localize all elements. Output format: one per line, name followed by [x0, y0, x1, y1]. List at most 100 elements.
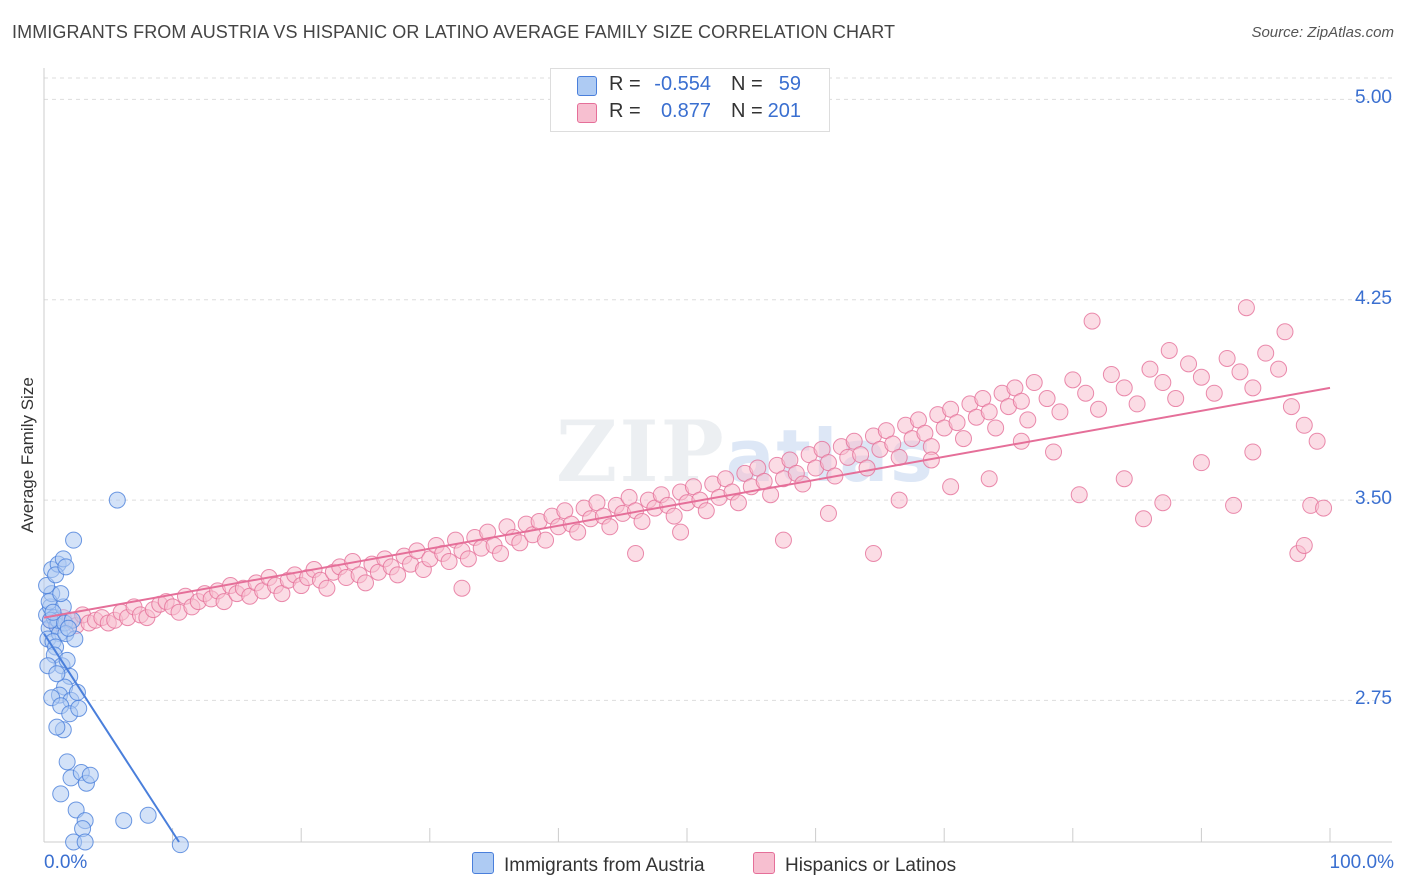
legend-swatch-blue: [577, 76, 597, 96]
data-point: [1257, 344, 1275, 362]
data-point: [890, 491, 908, 509]
data-point: [1180, 355, 1198, 373]
data-point: [633, 512, 651, 530]
data-point: [115, 812, 133, 830]
data-point: [1192, 368, 1210, 386]
legend-swatch-pink: [577, 103, 597, 123]
data-point: [1070, 486, 1088, 504]
data-point: [76, 833, 94, 851]
data-point: [1019, 411, 1037, 429]
data-point: [453, 579, 471, 597]
data-point: [1315, 499, 1333, 517]
data-point: [108, 491, 126, 509]
data-point: [1154, 374, 1172, 392]
legend-item-austria[interactable]: Immigrants from Austria: [472, 852, 705, 877]
data-point: [1045, 443, 1063, 461]
data-point: [1115, 379, 1133, 397]
data-point: [1282, 398, 1300, 416]
data-point: [1135, 510, 1153, 528]
data-point: [1064, 371, 1082, 389]
data-point: [58, 753, 76, 771]
data-point: [511, 534, 529, 552]
legend-swatch-pink: [753, 852, 775, 874]
data-point: [774, 531, 792, 549]
legend-n-value: 201: [767, 100, 801, 122]
data-point: [762, 486, 780, 504]
grid: [44, 77, 1392, 701]
data-point: [697, 502, 715, 520]
data-point: [59, 619, 77, 637]
data-point: [459, 550, 477, 568]
data-point: [1295, 536, 1313, 554]
data-point: [1225, 496, 1243, 514]
data-point: [1160, 341, 1178, 359]
data-point: [215, 593, 233, 611]
series-legend: Immigrants from Austria Hispanics or Lat…: [0, 852, 1406, 878]
series-austria-points: [38, 491, 189, 854]
legend-label-hispanics: Hispanics or Latinos: [785, 855, 957, 876]
correlation-legend: R = -0.554 N = 59 R = 0.877 N = 201: [550, 68, 830, 132]
data-point: [1115, 470, 1133, 488]
y-tick-label: 2.75: [1355, 688, 1392, 710]
legend-item-hispanics[interactable]: Hispanics or Latinos: [753, 852, 956, 877]
data-point: [627, 544, 645, 562]
data-point: [1038, 390, 1056, 408]
source-label: Source: ZipAtlas.com: [1251, 24, 1394, 41]
data-point: [601, 518, 619, 536]
y-axis-title: Average Family Size: [18, 377, 37, 533]
data-point: [980, 403, 998, 421]
data-point: [1090, 400, 1108, 418]
data-point: [1308, 432, 1326, 450]
data-point: [1218, 349, 1236, 367]
legend-n-label: N =: [731, 100, 763, 122]
data-point: [389, 566, 407, 584]
data-point: [1025, 374, 1043, 392]
legend-r-value: 0.877: [660, 100, 711, 122]
data-point: [139, 806, 157, 824]
data-point: [70, 699, 88, 717]
data-point: [980, 470, 998, 488]
data-point: [1231, 363, 1249, 381]
data-point: [1128, 395, 1146, 413]
data-point: [81, 766, 99, 784]
data-point: [1083, 312, 1101, 330]
legend-swatch-blue: [472, 852, 494, 874]
data-point: [1192, 454, 1210, 472]
data-point: [357, 574, 374, 592]
data-point: [65, 531, 83, 549]
y-tick-label: 4.25: [1355, 287, 1392, 309]
data-point: [48, 718, 66, 736]
data-point: [1244, 379, 1262, 397]
y-tick-label: 3.50: [1355, 488, 1392, 510]
data-point: [440, 553, 458, 571]
data-point: [52, 585, 70, 603]
data-point: [171, 836, 189, 854]
data-point: [52, 785, 70, 803]
data-point: [819, 504, 837, 522]
data-point: [987, 419, 1005, 437]
data-point: [1295, 416, 1313, 434]
data-point: [864, 544, 882, 562]
data-point: [1276, 323, 1294, 341]
data-point: [665, 507, 683, 525]
legend-r-label: R =: [609, 73, 641, 95]
legend-r-value: -0.554: [654, 73, 711, 95]
legend-r-label: R =: [609, 100, 641, 122]
legend-row-austria: R = -0.554 N = 59: [551, 73, 829, 99]
data-point: [1167, 390, 1185, 408]
data-point: [1141, 360, 1159, 378]
data-point: [1012, 392, 1030, 410]
x-tick-label-left: 0.0%: [44, 852, 88, 873]
data-point: [1051, 403, 1069, 421]
trend-line-pink: [43, 386, 1331, 619]
data-point: [1205, 384, 1223, 402]
data-point: [1102, 366, 1120, 384]
data-point: [569, 523, 587, 541]
data-point: [1077, 384, 1095, 402]
data-point: [954, 430, 972, 448]
data-point: [1270, 360, 1288, 378]
data-point: [948, 414, 966, 432]
legend-label-austria: Immigrants from Austria: [504, 855, 705, 876]
trend-lines: [43, 386, 1331, 843]
